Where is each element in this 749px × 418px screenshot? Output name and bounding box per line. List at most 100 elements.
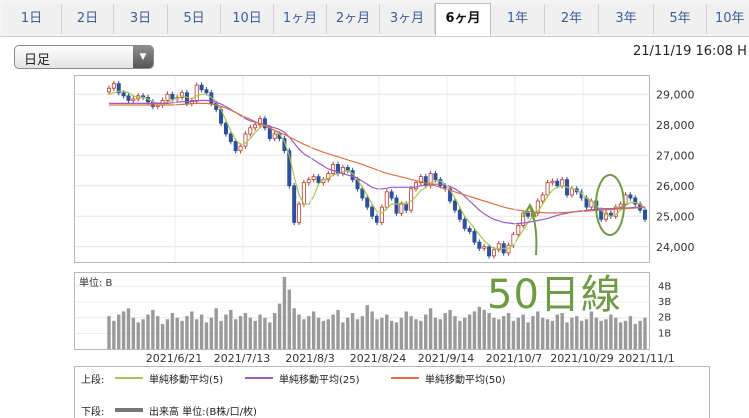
- candle-body: [194, 84, 199, 101]
- candle-body: [374, 215, 379, 223]
- volume-bar: [579, 320, 584, 349]
- volume-bar: [331, 314, 335, 349]
- volume-bar: [219, 320, 223, 349]
- volume-bar: [190, 311, 194, 349]
- candle-body: [540, 194, 545, 202]
- volume-bar: [126, 308, 131, 349]
- tab-2-years[interactable]: 2年: [545, 4, 599, 34]
- volume-bar: [487, 313, 491, 349]
- volume-bar: [209, 317, 214, 349]
- candle-body: [516, 225, 521, 235]
- tab-2-days[interactable]: 2日: [62, 4, 114, 34]
- candle-body: [238, 145, 243, 152]
- volume-bar: [599, 320, 603, 349]
- legend-ma25-label: 単純移動平均(25): [279, 375, 360, 386]
- volume-bar: [268, 322, 272, 349]
- candle-body: [404, 203, 409, 211]
- volume-bar: [555, 314, 559, 349]
- date-tick-label: 2021/10/7: [486, 352, 542, 365]
- tab-3-years[interactable]: 3年: [599, 4, 654, 34]
- volume-bar: [604, 319, 608, 349]
- volume-bar: [151, 309, 155, 349]
- tab-3-months[interactable]: 3ヶ月: [380, 4, 435, 34]
- price-tick-label: 26,000: [656, 180, 695, 193]
- volume-bar: [506, 313, 511, 349]
- candle-body: [165, 93, 170, 101]
- volume-bar: [185, 316, 189, 349]
- candle-body: [604, 212, 609, 220]
- volume-bar: [287, 289, 291, 349]
- volume-bar: [165, 319, 170, 349]
- volume-bar: [326, 319, 330, 349]
- candle-body: [389, 191, 394, 199]
- tab-2-months[interactable]: 2ヶ月: [327, 4, 380, 34]
- ma25-line: [109, 99, 645, 225]
- volume-axis: 4B 3B 2B 1B: [658, 281, 671, 339]
- date-tick-label: 2021/8/24: [350, 352, 406, 365]
- volume-bar: [609, 314, 613, 349]
- candle-body: [253, 124, 258, 129]
- timestamp: 21/11/19 16:08 H: [633, 44, 747, 59]
- candle-body: [331, 164, 336, 174]
- volume-bar: [175, 317, 179, 349]
- volume-bar: [536, 311, 540, 349]
- candle-body: [180, 92, 185, 98]
- volume-tick-label: 2B: [658, 313, 671, 324]
- candle-body: [633, 197, 638, 205]
- volume-bar: [297, 314, 301, 349]
- candle-body: [126, 95, 131, 101]
- candle-body: [306, 179, 311, 184]
- candle-period-select[interactable]: 日足 ▼: [14, 45, 154, 69]
- candle-body: [272, 133, 277, 139]
- volume-bar: [501, 316, 506, 349]
- tab-5-years[interactable]: 5年: [654, 4, 707, 34]
- volume-bar: [575, 316, 579, 349]
- candle-body: [121, 92, 126, 97]
- volume-bar: [638, 320, 642, 349]
- volume-bar: [633, 323, 637, 349]
- date-tick-label: 2021/7/13: [214, 352, 270, 365]
- volume-bar: [277, 303, 282, 349]
- candle-body: [287, 150, 292, 187]
- volume-bar: [550, 320, 555, 349]
- candle-body: [613, 206, 618, 217]
- volume-bar: [136, 322, 140, 349]
- circle-mark: [595, 174, 625, 236]
- volume-bar: [482, 309, 486, 349]
- date-axis: 2021/6/21 2021/7/13 2021/8/3 2021/8/24 2021/…: [146, 352, 674, 365]
- candle-body: [643, 209, 648, 220]
- volume-bar: [311, 311, 316, 349]
- volume-bar: [380, 317, 384, 349]
- volume-bar: [467, 314, 472, 349]
- volume-bar: [448, 309, 452, 349]
- volume-bar: [419, 320, 423, 349]
- candle-body: [316, 176, 321, 184]
- tab-1-day[interactable]: 1日: [2, 4, 62, 34]
- legend-top-label: 上段:: [81, 375, 105, 386]
- volume-bar: [516, 317, 521, 349]
- volume-bar: [258, 314, 262, 349]
- volume-bar: [117, 314, 121, 349]
- volume-bar: [160, 323, 165, 349]
- tab-3-days[interactable]: 3日: [114, 4, 168, 34]
- candle-body: [370, 206, 375, 217]
- volume-bar: [463, 317, 467, 349]
- candle-body: [618, 203, 623, 208]
- volume-bar: [570, 317, 574, 349]
- volume-bar: [156, 316, 160, 349]
- tab-1-month[interactable]: 1ヶ月: [274, 4, 327, 34]
- tab-10-years[interactable]: 10年: [707, 4, 749, 34]
- volume-bar: [584, 319, 589, 349]
- volume-bar: [472, 311, 477, 349]
- tab-6-months[interactable]: 6ヶ月: [435, 3, 491, 36]
- candle-body: [248, 127, 253, 135]
- tab-10-days[interactable]: 10日: [221, 4, 274, 34]
- volume-bar: [238, 316, 243, 349]
- volume-bar: [214, 308, 218, 349]
- tab-1-year[interactable]: 1年: [491, 4, 545, 34]
- legend-ma25-swatch: [245, 377, 273, 379]
- volume-tick-label: 1B: [658, 328, 671, 339]
- tab-5-days[interactable]: 5日: [168, 4, 221, 34]
- dropdown-arrow-icon[interactable]: ▼: [133, 46, 153, 68]
- candle-body: [399, 203, 404, 214]
